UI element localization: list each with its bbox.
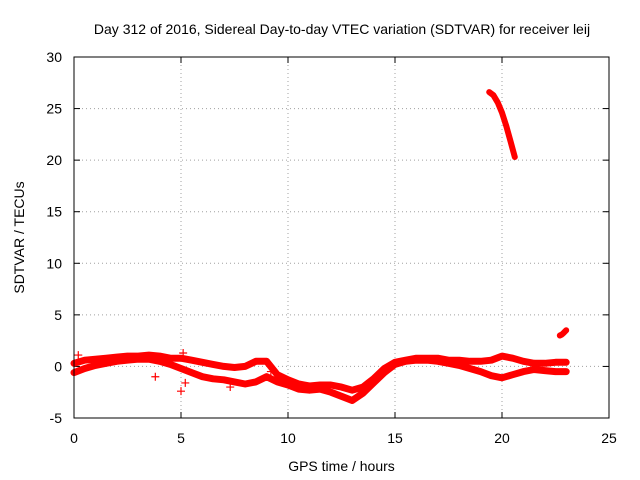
data-point [181, 378, 190, 387]
x-tick-label: 0 [70, 430, 78, 446]
data-point [226, 383, 235, 392]
y-tick-label: 10 [46, 255, 62, 271]
points-layer [74, 349, 275, 396]
data-point [266, 367, 275, 376]
x-tick-label: 20 [494, 430, 510, 446]
series-arc-high [486, 89, 518, 160]
chart-title: Day 312 of 2016, Sidereal Day-to-day VTE… [94, 21, 590, 37]
x-tick-label: 25 [601, 430, 617, 446]
series-band-upper [70, 351, 570, 394]
series-arc-small [556, 327, 570, 339]
y-tick-label: 0 [54, 358, 62, 374]
y-tick-label: 30 [46, 49, 62, 65]
y-axis-label: SDTVAR / TECUs [11, 181, 27, 293]
data-point [177, 387, 185, 396]
data-point [151, 372, 160, 381]
series-layer [70, 89, 570, 404]
y-tick-label: 20 [46, 152, 62, 168]
y-tick-label: -5 [50, 410, 63, 426]
data-point [179, 349, 188, 358]
x-tick-label: 15 [387, 430, 403, 446]
data-point [74, 351, 83, 360]
y-tick-label: 15 [46, 204, 62, 220]
y-tick-label: 25 [46, 101, 62, 117]
x-axis-label: GPS time / hours [288, 458, 395, 474]
y-tick-label: 5 [54, 307, 62, 323]
x-tick-label: 5 [177, 430, 185, 446]
x-tick-label: 10 [280, 430, 296, 446]
series-band-lower [70, 355, 570, 404]
ticks-layer: 0 5 10 15 20 25 -5 0 5 10 15 20 25 30 [46, 49, 617, 446]
plot-frame [73, 56, 610, 419]
